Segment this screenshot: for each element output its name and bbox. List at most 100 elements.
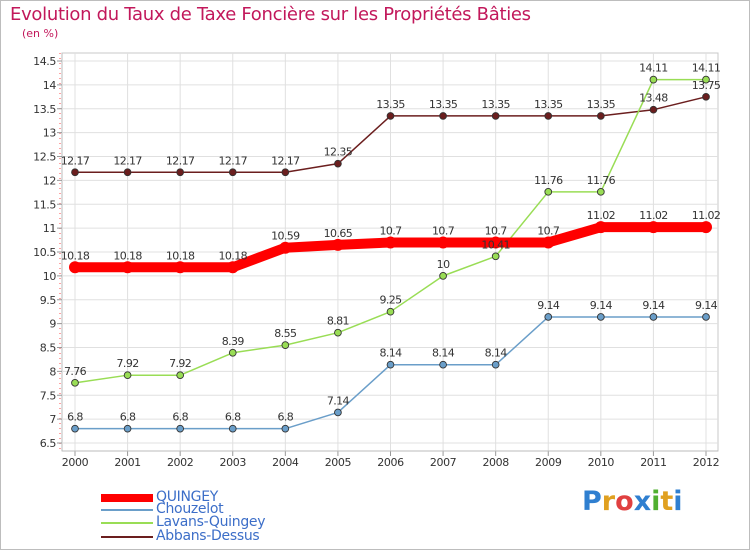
y-axis-unit: (en %) [22, 27, 59, 40]
logo-letter: t [660, 486, 674, 517]
data-label-chouzelot: 6.8 [277, 411, 293, 424]
data-label-quingey: 10.65 [324, 227, 353, 240]
data-point-quingey [384, 236, 397, 249]
legend-swatch [101, 522, 153, 524]
data-label-chouzelot: 6.8 [172, 411, 188, 424]
data-point-chouzelot [544, 313, 553, 321]
legend-label: Lavans-Quingey [156, 514, 266, 530]
data-label-quingey: 10.18 [166, 249, 195, 262]
data-point-quingey [331, 238, 344, 251]
data-label-lavans-quingey: 11.76 [587, 174, 616, 187]
data-point-abbans-dessus [702, 92, 710, 101]
y-tick-label: 13 [43, 127, 57, 140]
data-label-abbans-dessus: 12.17 [219, 154, 248, 167]
data-label-lavans-quingey: 14.11 [639, 62, 668, 75]
data-label-abbans-dessus: 12.35 [324, 146, 353, 159]
x-tick-label: 2004 [272, 456, 299, 469]
data-point-abbans-dessus [386, 112, 395, 120]
x-tick-label: 2007 [430, 456, 457, 469]
data-label-lavans-quingey: 9.25 [379, 294, 402, 307]
data-point-lavans-quingey [71, 378, 79, 387]
data-point-chouzelot [281, 424, 290, 433]
x-tick-label: 2010 [588, 456, 615, 469]
data-label-quingey: 10.7 [379, 224, 402, 237]
data-label-chouzelot: 9.14 [537, 299, 560, 312]
data-label-quingey: 10.18 [113, 249, 142, 262]
data-point-quingey [594, 221, 607, 234]
y-tick-label: 12 [43, 174, 56, 187]
data-label-abbans-dessus: 13.35 [534, 98, 563, 111]
data-point-quingey [279, 241, 292, 254]
logo-letter: i [673, 486, 683, 517]
data-label-chouzelot: 7.14 [327, 394, 350, 407]
legend-label: Chouzelot [156, 501, 224, 517]
data-point-lavans-quingey [228, 348, 237, 357]
data-point-chouzelot [176, 424, 185, 433]
data-label-abbans-dessus: 12.17 [113, 154, 142, 167]
y-tick-label: 14.5 [33, 55, 56, 68]
logo-letter: r [601, 486, 616, 517]
data-label-abbans-dessus: 13.75 [692, 79, 721, 92]
data-label-abbans-dessus: 13.48 [639, 92, 668, 105]
data-label-quingey: 10.7 [537, 224, 560, 237]
data-point-lavans-quingey [386, 307, 395, 316]
data-point-chouzelot [228, 424, 237, 433]
x-tick-label: 2009 [535, 456, 562, 469]
data-label-abbans-dessus: 13.35 [481, 98, 510, 111]
data-label-abbans-dessus: 12.17 [61, 154, 90, 167]
data-point-abbans-dessus [281, 168, 290, 177]
data-point-abbans-dessus [176, 168, 185, 177]
data-point-lavans-quingey [123, 371, 132, 380]
data-point-abbans-dessus [544, 112, 553, 120]
logo-letter: o [615, 486, 634, 517]
data-label-quingey: 11.02 [587, 209, 616, 222]
data-point-chouzelot [649, 313, 658, 321]
y-tick-label: 14 [43, 79, 57, 92]
y-tick-label: 7.5 [40, 389, 57, 402]
data-point-lavans-quingey [544, 187, 553, 196]
data-point-quingey [226, 261, 239, 274]
data-label-chouzelot: 6.8 [225, 411, 241, 424]
data-point-abbans-dessus [649, 105, 658, 114]
data-label-lavans-quingey: 11.76 [534, 174, 563, 187]
data-point-quingey [174, 261, 187, 274]
data-point-lavans-quingey [596, 187, 605, 196]
data-label-quingey: 10.7 [485, 224, 508, 237]
y-tick-label: 9.5 [40, 294, 57, 307]
data-label-chouzelot: 9.14 [642, 299, 665, 312]
x-tick-label: 2000 [62, 456, 89, 469]
data-label-lavans-quingey: 10.41 [481, 238, 510, 251]
data-label-chouzelot: 6.8 [67, 411, 83, 424]
data-label-abbans-dessus: 12.17 [166, 154, 195, 167]
data-label-quingey: 11.02 [692, 209, 721, 222]
data-point-lavans-quingey [176, 371, 185, 380]
data-point-abbans-dessus [71, 168, 79, 177]
data-point-chouzelot [334, 408, 342, 417]
data-label-chouzelot: 8.14 [485, 347, 508, 360]
data-point-abbans-dessus [228, 168, 237, 177]
data-point-quingey [69, 261, 81, 274]
logo-letter: P [582, 486, 602, 517]
x-tick-label: 2006 [377, 456, 404, 469]
y-tick-label: 11 [43, 222, 56, 235]
data-point-quingey [542, 236, 555, 249]
y-tick-label: 10.5 [33, 246, 56, 259]
x-tick-label: 2001 [114, 456, 140, 469]
data-point-quingey [437, 236, 450, 249]
data-point-abbans-dessus [334, 159, 342, 168]
data-point-lavans-quingey [649, 75, 658, 84]
x-tick-label: 2012 [693, 456, 719, 469]
data-label-lavans-quingey: 8.55 [274, 327, 297, 340]
legend-swatch [101, 536, 153, 538]
legend-swatch [101, 509, 153, 511]
x-tick-label: 2005 [325, 456, 352, 469]
x-tick-label: 2003 [220, 456, 247, 469]
data-point-chouzelot [702, 313, 710, 321]
data-label-quingey: 10.18 [61, 249, 90, 262]
data-point-lavans-quingey [439, 272, 447, 280]
y-tick-label: 7 [49, 413, 56, 426]
data-point-chouzelot [71, 424, 79, 433]
data-label-quingey: 10.59 [271, 230, 300, 243]
y-tick-label: 10 [43, 270, 57, 283]
y-tick-label: 13.5 [33, 103, 56, 116]
